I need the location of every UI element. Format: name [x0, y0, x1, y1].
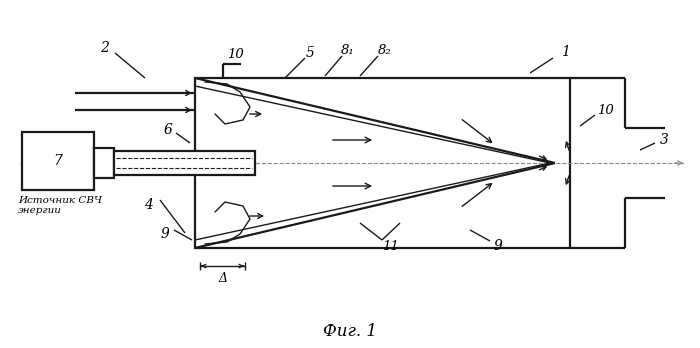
- Text: 6: 6: [164, 123, 172, 137]
- Text: Δ: Δ: [218, 271, 228, 285]
- Text: Источник СВЧ
энергии: Источник СВЧ энергии: [18, 196, 102, 215]
- Text: 4: 4: [144, 198, 153, 212]
- Text: Фиг. 1: Фиг. 1: [323, 324, 377, 340]
- Text: 10: 10: [596, 103, 613, 117]
- Text: 8₂: 8₂: [378, 45, 392, 57]
- Text: 7: 7: [54, 154, 62, 168]
- Text: 9: 9: [160, 227, 169, 241]
- Text: 8₁: 8₁: [341, 45, 355, 57]
- Text: 1: 1: [561, 45, 569, 59]
- Bar: [94, 148, 114, 178]
- Text: 3: 3: [659, 133, 668, 147]
- Text: 9: 9: [494, 239, 503, 253]
- Text: 5: 5: [306, 46, 314, 60]
- Text: 10: 10: [227, 47, 244, 61]
- Bar: [22, 132, 94, 190]
- Text: 2: 2: [101, 41, 109, 55]
- Bar: [114, 151, 255, 175]
- Bar: [195, 78, 570, 248]
- Text: 11: 11: [382, 239, 398, 253]
